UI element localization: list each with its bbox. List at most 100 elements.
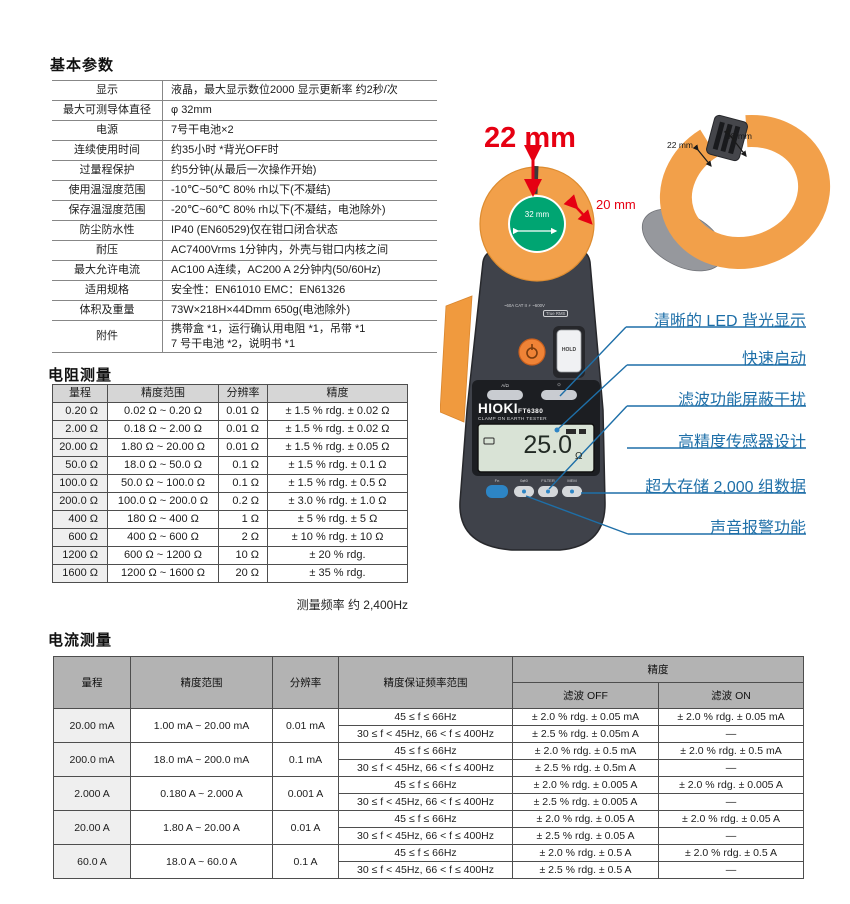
column-header: 精度 xyxy=(267,384,408,403)
model-number: FT6380 xyxy=(518,408,544,415)
accuracy-cell: ± 1.5 % rdg. ± 0.5 Ω xyxy=(267,474,408,493)
resolution-cell: 10 Ω xyxy=(218,546,268,565)
range-cell: 20.00 mA xyxy=(53,708,131,743)
spec-label: 过量程保护 xyxy=(52,160,163,181)
freq-cell: 30 ≤ f < 45Hz, 66 < f ≤ 400Hz xyxy=(338,861,513,879)
basic-spec-table-wrap: 显示 液晶，最大显示数位2000 显示更新率 约2秒/次 最大可测导体直径 φ 32… xyxy=(52,80,437,353)
accuracy-cell: ± 3.0 % rdg. ± 1.0 Ω xyxy=(267,492,408,511)
power-button[interactable] xyxy=(518,338,546,366)
accuracy-cell: ± 35 % rdg. xyxy=(267,564,408,583)
clamp-front-view xyxy=(479,145,595,282)
meter-body-shape xyxy=(439,249,606,551)
spec-value: 安全性：EN61010 EMC：EN61326 xyxy=(162,280,437,301)
filter-on-cell: — xyxy=(658,793,804,811)
accuracy-cell: ± 1.5 % rdg. ± 0.02 Ω xyxy=(267,402,408,421)
current-section-title: 电流测量 xyxy=(48,632,113,649)
a-ohm-button[interactable] xyxy=(487,390,523,400)
memory-button-label: MEM xyxy=(567,478,577,483)
spec-label: 使用温湿度范围 xyxy=(52,180,163,201)
filter-off-cell: ± 2.0 % rdg. ± 0.05 A xyxy=(512,810,659,828)
spec-value: 液晶，最大显示数位2000 显示更新率 约2秒/次 xyxy=(162,80,437,101)
table-row: 1200 Ω 600 Ω ~ 1200 Ω 10 Ω ± 20 % rdg. xyxy=(52,546,408,565)
table-row: 适用规格 安全性：EN61010 EMC：EN61326 xyxy=(52,280,437,301)
bell-icon xyxy=(522,489,526,494)
column-header: 量程 xyxy=(53,656,131,709)
spec-label: 适用规格 xyxy=(52,280,163,301)
resolution-cell: 0.01 Ω xyxy=(218,438,268,457)
filter-on-cell: ± 2.0 % rdg. ± 0.05 A xyxy=(658,810,804,828)
backlight-button[interactable] xyxy=(541,390,577,400)
table-row: 附件 携带盒 *1，运行确认用电阻 *1，吊带 *1 7 号干电池 *2，说明书 … xyxy=(52,320,437,353)
freq-cell: 45 ≤ f ≤ 66Hz xyxy=(338,844,513,862)
true-rms-badge: True RMS xyxy=(543,310,569,317)
column-header: 量程 xyxy=(52,384,108,403)
basic-spec-table: 显示 液晶，最大显示数位2000 显示更新率 约2秒/次 最大可测导体直径 φ 32… xyxy=(52,80,437,353)
range-cell: 0.20 Ω xyxy=(52,402,108,421)
table-row: 30 ≤ f < 45Hz, 66 < f ≤ 400Hz ± 2.5 % rdg… xyxy=(54,793,804,811)
filter-off-cell: ± 2.0 % rdg. ± 0.5 mA xyxy=(512,742,659,760)
hold-button[interactable] xyxy=(556,329,582,373)
filter-off-cell: ± 2.0 % rdg. ± 0.005 A xyxy=(512,776,659,794)
callout-sensor-design: 高精度传感器设计 xyxy=(677,434,806,451)
hole-diameter-label: 32 mm xyxy=(524,210,550,219)
range-cell: 50.0 Ω xyxy=(52,456,108,475)
callout-audible-alarm: 声音报警功能 xyxy=(709,520,806,537)
comparator-button-label: 0⇄0 xyxy=(520,478,528,483)
jaw-dimension-label: 20 mm xyxy=(596,197,636,212)
side-depth-label: 38 mm xyxy=(726,131,752,141)
table-row: 体积及重量 73W×218H×44Dmm 650g(电池除外) xyxy=(52,300,437,321)
acc-range-cell: 50.0 Ω ~ 100.0 Ω xyxy=(107,474,219,493)
fn-button[interactable] xyxy=(486,485,508,498)
freq-cell: 45 ≤ f ≤ 66Hz xyxy=(338,742,513,760)
range-cell: 2.000 A xyxy=(53,776,131,811)
rating-label: ~60A CAT II ⚡ ~600V xyxy=(504,303,545,308)
freq-cell: 45 ≤ f ≤ 66Hz xyxy=(338,776,513,794)
speaker-icon xyxy=(579,429,586,434)
resolution-cell: 0.01 mA xyxy=(272,708,339,743)
clamp-side-view xyxy=(641,114,831,272)
current-table: 量程 精度范围 分辨率 精度保证频率范围 精度 滤波 OFF 滤波 ON 20.… xyxy=(53,656,804,879)
callout-led-backlight: 清晰的 LED 背光显示 xyxy=(653,313,806,330)
table-row: 防尘防水性 IP40 (EN60529)仅在钳口闭合状态 xyxy=(52,220,437,241)
spec-value: 约35小时 *背光OFF时 xyxy=(162,140,437,161)
spec-value: 携带盒 *1，运行确认用电阻 *1，吊带 *1 7 号干电池 *2，说明书 *1 xyxy=(162,320,437,353)
callout-filter-function: 滤波功能屏蔽干扰 xyxy=(677,392,806,409)
acc-range-cell: 18.0 A ~ 60.0 A xyxy=(130,844,273,879)
filter-off-cell: ± 2.5 % rdg. ± 0.5m A xyxy=(512,759,659,777)
fn-button-label: Fn xyxy=(494,478,500,483)
table-row: 连续使用时间 约35小时 *背光OFF时 xyxy=(52,140,437,161)
table-row: 20.00 A 1.80 A ~ 20.00 A 0.01 A 45 ≤ f ≤ 66… xyxy=(53,810,804,845)
table-row: 电源 7号干电池×2 xyxy=(52,120,437,141)
table-row: 使用温湿度范围 -10℃~50℃ 80% rh以下(不凝结) xyxy=(52,180,437,201)
callout-leader-lines xyxy=(525,326,806,535)
display-callout-dot xyxy=(554,427,560,433)
filter-off-cell: ± 2.0 % rdg. ± 0.05 mA xyxy=(512,708,659,726)
filter-button-label: FILTER xyxy=(541,478,555,483)
spec-label: 保存温湿度范围 xyxy=(52,200,163,221)
table-row: 30 ≤ f < 45Hz, 66 < f ≤ 400Hz ± 2.5 % rdg… xyxy=(54,827,804,845)
resolution-cell: 0.01 Ω xyxy=(218,420,268,439)
acc-range-cell: 0.02 Ω ~ 0.20 Ω xyxy=(107,402,219,421)
range-cell: 20.00 A xyxy=(53,810,131,845)
hold-button-label: HOLD xyxy=(561,347,577,353)
current-table-wrap: 量程 精度范围 分辨率 精度保证频率范围 精度 滤波 OFF 滤波 ON 20.… xyxy=(53,656,804,879)
accuracy-cell: ± 10 % rdg. ± 10 Ω xyxy=(267,528,408,547)
acc-range-cell: 1.80 A ~ 20.00 A xyxy=(130,810,273,845)
resolution-cell: 0.001 A xyxy=(272,776,339,811)
side-width-label: 22 mm xyxy=(667,140,693,150)
filter-on-cell: — xyxy=(658,759,804,777)
brand-name: HIOKI xyxy=(478,401,519,416)
table-header-row: 量程 精度范围 分辨率 精度 xyxy=(52,384,408,403)
battery-icon xyxy=(566,429,576,434)
filter-off-cell: ± 2.5 % rdg. ± 0.005 A xyxy=(512,793,659,811)
a-ohm-button-label: A/Ω xyxy=(501,383,509,388)
filter-off-cell: ± 2.5 % rdg. ± 0.5 A xyxy=(512,861,659,879)
filter-on-cell: ± 2.0 % rdg. ± 0.05 mA xyxy=(658,708,804,726)
freq-cell: 30 ≤ f < 45Hz, 66 < f ≤ 400Hz xyxy=(338,725,513,743)
callout-quick-start: 快速启动 xyxy=(741,351,806,368)
table-row: 200.0 Ω 100.0 Ω ~ 200.0 Ω 0.2 Ω ± 3.0 % rdg… xyxy=(52,492,408,511)
acc-range-cell: 0.180 A ~ 2.000 A xyxy=(130,776,273,811)
table-row: 2.00 Ω 0.18 Ω ~ 2.00 Ω 0.01 Ω ± 1.5 % rdg. … xyxy=(52,420,408,439)
